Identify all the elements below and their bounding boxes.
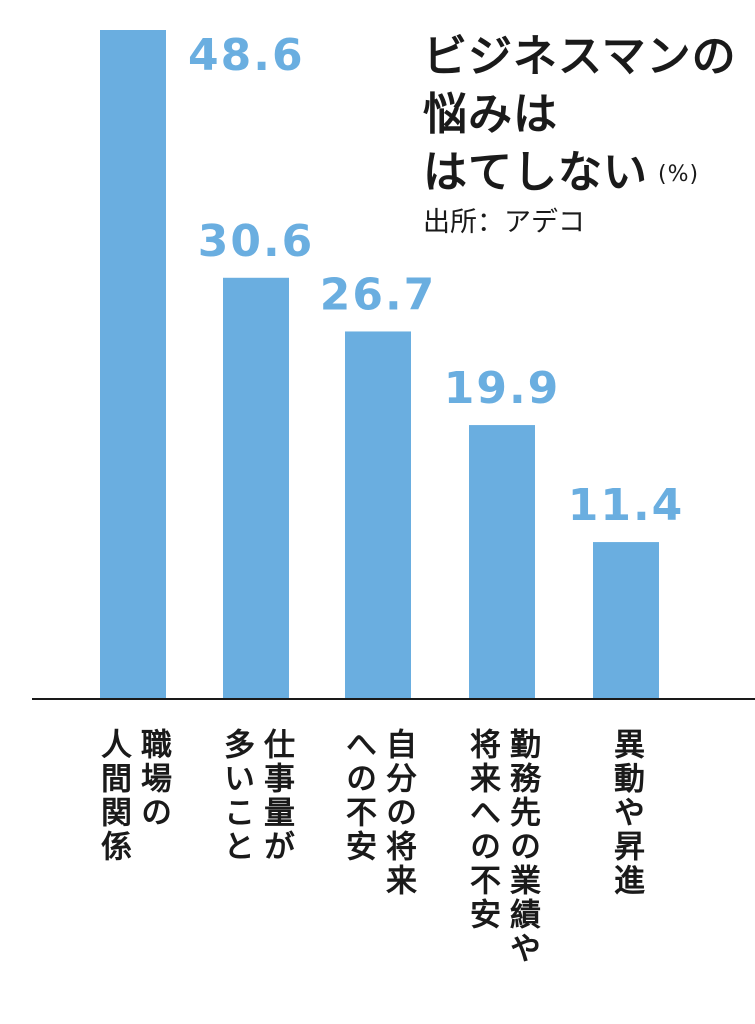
value-label-4: 19.9: [444, 363, 561, 414]
category-label-3: 自分の将来 への不安: [340, 728, 416, 898]
chart-title-line-3: はてしない (%): [423, 144, 737, 204]
bar-5: [593, 542, 659, 699]
value-label-3: 26.7: [320, 269, 437, 320]
chart-title-line-2: 悩みは: [423, 89, 558, 140]
bar-1: [100, 30, 166, 699]
unit-label: (%): [658, 162, 700, 187]
chart-title-line-3-text: はてしない: [423, 147, 648, 198]
source-label: 出所：アデコ: [423, 207, 585, 238]
chart-title-line-1: ビジネスマンの: [423, 31, 737, 82]
category-label-4: 勤務先の業績や 将来への不安: [464, 728, 540, 966]
category-label-1: 職場の 人間関係: [95, 728, 171, 864]
category-label-5: 異動や昇進: [608, 728, 644, 898]
value-label-5: 11.4: [568, 480, 685, 531]
bar-3: [345, 331, 411, 699]
value-label-1: 48.6: [188, 30, 305, 81]
category-label-2: 仕事量が 多いこと: [218, 728, 294, 864]
value-label-2: 30.6: [198, 216, 315, 267]
bar-2: [223, 277, 289, 699]
bar-4: [469, 425, 535, 699]
chart-title: ビジネスマンの 悩みは はてしない (%): [423, 28, 737, 204]
